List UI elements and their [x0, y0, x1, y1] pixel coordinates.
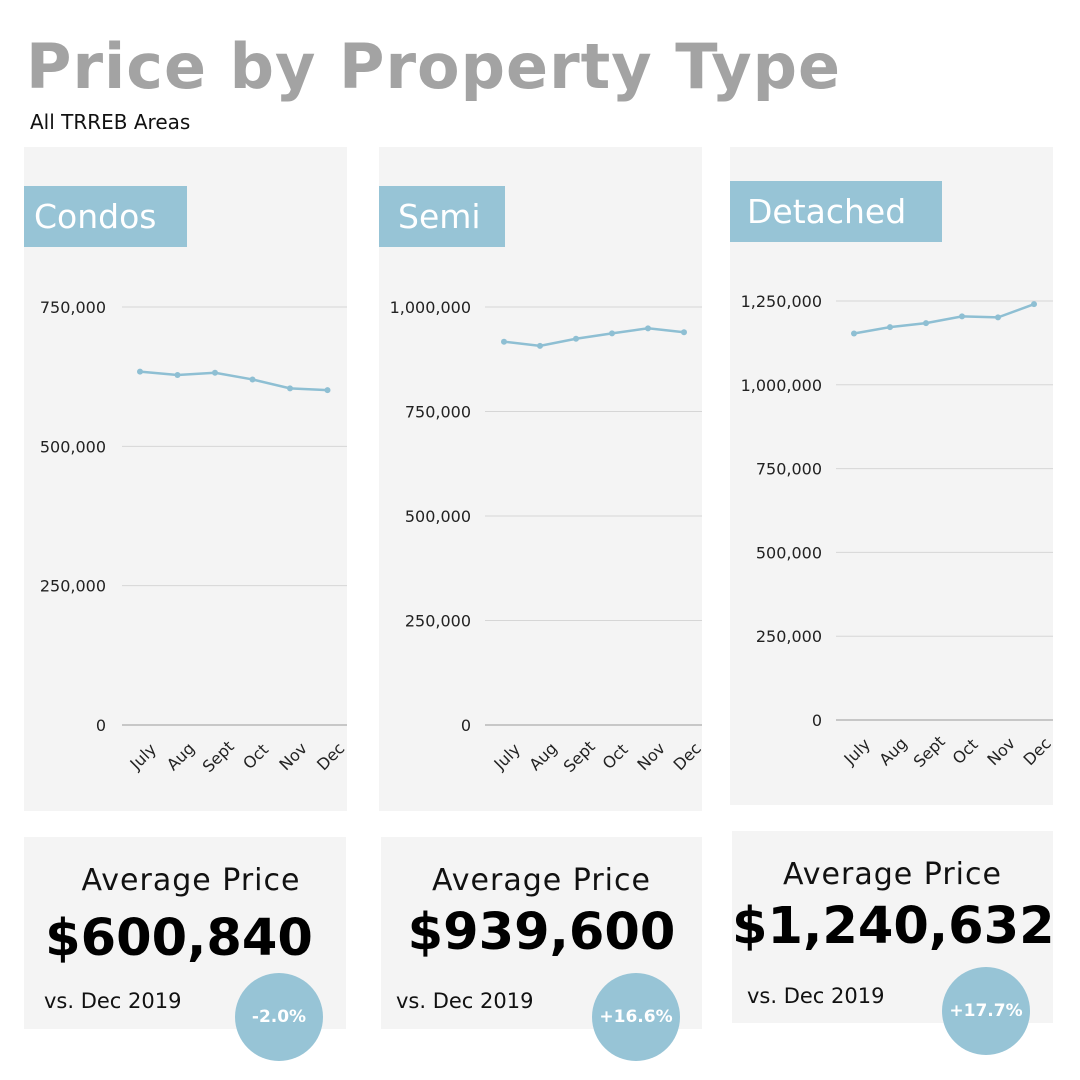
stat-label: Average Price — [432, 863, 651, 898]
stat-value: $1,240,632 — [732, 897, 1055, 956]
y-tick-label: 750,000 — [405, 403, 471, 422]
series-line — [139, 370, 328, 392]
x-tick-label: Oct — [599, 740, 632, 773]
stat-comparison: vs. Dec 2019 — [747, 984, 885, 1008]
data-point — [851, 330, 857, 337]
x-tick-label: Sept — [560, 737, 599, 776]
data-point — [609, 330, 615, 337]
data-point — [537, 342, 543, 349]
chart-semi: 0 250,000 500,000 750,000 1,000,000 July AugSe… — [390, 298, 705, 776]
page-subtitle: All TRREB Areas — [30, 110, 191, 134]
x-tick-label: Nov — [633, 739, 669, 775]
y-tick-label: 0 — [812, 711, 822, 730]
x-tick-label: Nov — [983, 734, 1019, 770]
y-tick-label: 1,000,000 — [741, 376, 822, 395]
page-title: Price by Property Type — [26, 30, 842, 103]
x-tick-label: Oct — [949, 735, 982, 768]
data-point — [923, 320, 929, 327]
x-tick-label: Sept — [910, 732, 949, 771]
chart-title-tag: Condos — [24, 186, 187, 247]
data-point — [174, 371, 181, 378]
y-tick-label: 500,000 — [405, 507, 471, 526]
x-tick-label: Nov — [275, 739, 311, 775]
data-point — [959, 313, 965, 320]
stat-comparison: vs. Dec 2019 — [396, 989, 534, 1013]
chart-panel-condos: Condos 0 250,000 500,000 750,000 July Aug Sept… — [24, 147, 349, 811]
chart-title-tag: Detached — [730, 181, 942, 242]
x-tick-label: July — [490, 740, 524, 774]
stat-value: $939,600 — [407, 903, 676, 962]
series-line — [503, 327, 685, 348]
stat-label: Average Price — [81, 863, 301, 898]
x-tick-label: July — [126, 740, 160, 774]
data-point — [887, 324, 893, 331]
data-point — [573, 335, 579, 342]
stat-box-condos: Average Price $600,840 vs. Dec 2019 — [24, 837, 346, 1029]
change-badge: +17.7% — [942, 967, 1030, 1055]
stat-label: Average Price — [783, 857, 1002, 892]
chart-condos: 0 250,000 500,000 750,000 July Aug Sept Oct Nov D… — [40, 298, 349, 776]
stat-value: $600,840 — [45, 909, 313, 968]
stat-comparison: vs. Dec 2019 — [44, 989, 182, 1013]
y-tick-label: 0 — [96, 716, 106, 735]
chart-panel-detached: Detached 0 250,000 500,000 750,000 1,000,000… — [730, 147, 1055, 805]
x-tick-label: July — [840, 735, 874, 769]
data-point — [681, 329, 687, 336]
y-tick-label: 750,000 — [756, 460, 822, 479]
chart-detached: 0 250,000 500,000 750,000 1,000,000 1,250,000… — [741, 292, 1055, 771]
data-point — [212, 369, 218, 376]
y-tick-label: 250,000 — [756, 627, 822, 646]
y-tick-label: 250,000 — [405, 612, 471, 631]
y-tick-label: 1,000,000 — [390, 298, 471, 317]
y-tick-label: 1,250,000 — [741, 292, 822, 311]
y-tick-label: 0 — [461, 716, 471, 735]
y-tick-label: 500,000 — [40, 437, 106, 456]
y-tick-label: 500,000 — [756, 543, 822, 562]
x-tick-label: Aug — [525, 739, 561, 775]
y-tick-label: 750,000 — [40, 298, 106, 317]
y-tick-label: 250,000 — [40, 577, 106, 596]
x-tick-label: Sept — [199, 737, 238, 776]
x-tick-label: Dec — [313, 739, 348, 774]
series-line — [853, 302, 1035, 335]
data-point — [645, 325, 651, 332]
data-point — [1031, 301, 1037, 308]
data-point — [249, 376, 256, 383]
x-tick-label: Dec — [670, 739, 705, 774]
x-tick-label: Aug — [163, 739, 199, 775]
data-point — [137, 368, 143, 375]
data-point — [324, 387, 331, 394]
change-badge: -2.0% — [235, 973, 323, 1061]
x-tick-label: Dec — [1020, 734, 1055, 769]
data-point — [287, 385, 293, 392]
data-point — [501, 338, 507, 345]
x-tick-label: Aug — [875, 734, 911, 770]
data-point — [995, 314, 1001, 321]
change-badge: +16.6% — [592, 973, 680, 1061]
chart-title-tag: Semi — [379, 186, 505, 247]
x-tick-label: Oct — [239, 740, 272, 773]
chart-panel-semi: Semi 0 250,000 500,000 750,000 1,000,000 July… — [379, 147, 705, 811]
